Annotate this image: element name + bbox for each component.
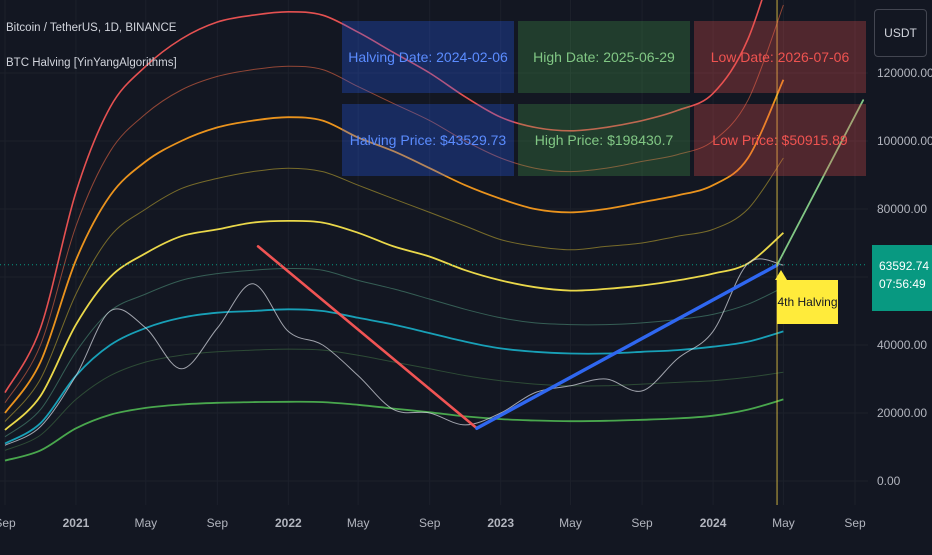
trend-line-1 xyxy=(475,263,779,430)
grid-layer xyxy=(0,0,868,505)
band-line-9 xyxy=(4,398,784,462)
high-date-text: High Date: 2025-06-29 xyxy=(533,49,675,65)
high-price-box: High Price: $198430.7 xyxy=(518,104,690,176)
symbol-title[interactable]: Bitcoin / TetherUS, 1D, BINANCE xyxy=(6,22,177,34)
x-tick-label: Sep xyxy=(207,516,229,530)
band-line-3 xyxy=(4,79,785,414)
halving-price-text: Halving Price: $43529.73 xyxy=(349,132,507,148)
x-tick-label: 2024 xyxy=(700,516,727,530)
halving-price-box: Halving Price: $43529.73 xyxy=(342,104,514,176)
y-tick-label: 120000.00 xyxy=(877,66,932,80)
halving-label-text: 4th Halving xyxy=(777,295,838,309)
currency-button[interactable]: USDT xyxy=(874,9,927,57)
bands-layer xyxy=(4,0,785,462)
x-tick-label: May xyxy=(559,516,582,530)
y-tick-label: 100000.00 xyxy=(877,134,932,148)
x-tick-label: Sep xyxy=(844,516,866,530)
x-tick-label: May xyxy=(772,516,795,530)
band-line-5 xyxy=(4,219,784,431)
low-date-text: Low Date: 2026-07-06 xyxy=(710,49,850,65)
high-date-box: High Date: 2025-06-29 xyxy=(518,21,690,93)
current-price-value: 63592.74 xyxy=(879,259,930,273)
band-line-8 xyxy=(4,348,784,451)
x-tick-label: May xyxy=(347,516,370,530)
x-tick-label: 2022 xyxy=(275,516,302,530)
trend-line-2 xyxy=(776,99,865,267)
price-line xyxy=(4,258,784,446)
high-price-text: High Price: $198430.7 xyxy=(534,132,674,148)
halving-date-text: Halving Date: 2024-02-06 xyxy=(348,49,508,65)
band-line-7 xyxy=(4,308,784,445)
bar-countdown: 07:56:49 xyxy=(879,277,926,291)
y-tick-label: 20000.00 xyxy=(877,406,927,420)
low-date-box: Low Date: 2026-07-06 xyxy=(694,21,866,93)
y-tick-label: 80000.00 xyxy=(877,202,927,216)
y-tick-label: 40000.00 xyxy=(877,338,927,352)
band-line-6 xyxy=(4,267,784,438)
x-tick-label: Sep xyxy=(631,516,653,530)
markers-layer xyxy=(0,0,868,505)
indicator-title[interactable]: BTC Halving [YinYangAlgorithms] xyxy=(6,57,177,69)
band-line-2 xyxy=(4,4,784,404)
x-tick-label: 2023 xyxy=(487,516,514,530)
x-tick-label: Sep xyxy=(419,516,441,530)
halving-label: 4th Halving xyxy=(775,270,838,324)
y-tick-label: 0.00 xyxy=(877,474,901,488)
current-price-tag: 63592.74 07:56:49 xyxy=(872,245,932,311)
x-tick-label: 2021 xyxy=(63,516,90,530)
trend-lines-layer xyxy=(256,99,865,430)
trend-line-0 xyxy=(256,245,479,430)
band-line-4 xyxy=(4,157,784,422)
halving-date-box: Halving Date: 2024-02-06 xyxy=(342,21,514,93)
low-price-box: Low Price: $50915.89 xyxy=(694,104,866,176)
low-price-text: Low Price: $50915.89 xyxy=(712,132,848,148)
x-tick-label: Sep xyxy=(0,516,16,530)
band-line-1 xyxy=(4,0,763,393)
x-tick-label: May xyxy=(134,516,157,530)
